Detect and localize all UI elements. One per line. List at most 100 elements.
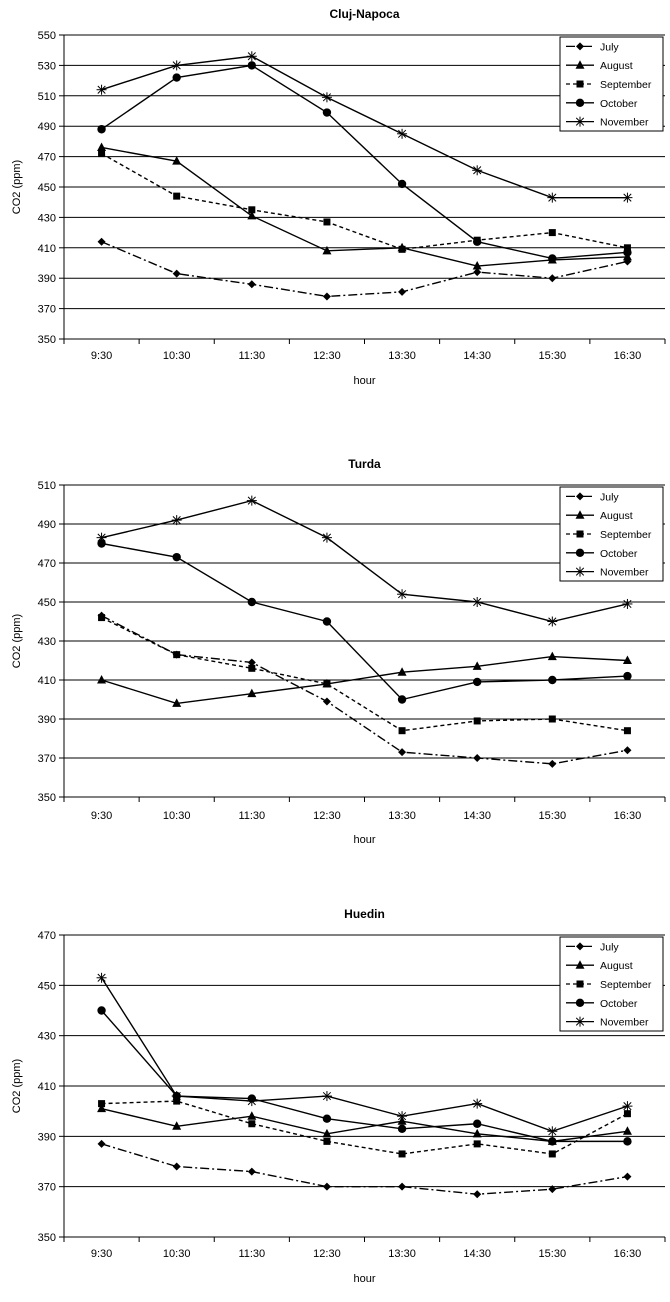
data-point-july — [172, 1162, 181, 1171]
data-point-july — [322, 1182, 331, 1191]
data-point-august — [397, 667, 407, 676]
x-tick-label: 10:30 — [163, 810, 191, 822]
series-line-july — [101, 615, 628, 765]
data-point-july — [548, 759, 557, 768]
data-point-november — [397, 589, 408, 600]
x-tick-label: 12:30 — [313, 350, 341, 362]
y-tick-label: 410 — [38, 243, 56, 255]
data-point-august — [97, 675, 107, 684]
data-point-august — [472, 261, 482, 270]
data-point-september — [473, 1140, 481, 1148]
y-tick-label: 350 — [38, 334, 56, 346]
y-tick-label: 390 — [38, 1131, 56, 1143]
y-tick-label: 350 — [38, 1232, 56, 1244]
data-point-september — [323, 218, 331, 226]
data-point-august — [172, 1121, 182, 1130]
data-point-july — [322, 697, 331, 706]
data-point-october — [322, 1114, 332, 1123]
y-tick-label: 370 — [38, 753, 56, 765]
data-point-october — [623, 1137, 632, 1146]
data-point-october — [172, 73, 181, 82]
x-tick-label: 14:30 — [463, 1248, 491, 1260]
data-point-august — [622, 1126, 632, 1135]
legend-marker-september — [576, 530, 584, 538]
series-line-september — [101, 152, 628, 251]
data-point-july — [172, 269, 181, 278]
y-tick-label: 430 — [38, 636, 56, 648]
series-august — [97, 142, 632, 270]
legend-marker-november — [575, 566, 585, 577]
legend-marker-july — [576, 942, 584, 951]
series-november — [96, 495, 633, 627]
legend-marker-november — [575, 116, 585, 127]
legend-item-september: September — [566, 529, 652, 541]
data-point-september — [173, 192, 181, 200]
data-point-november — [397, 128, 408, 139]
x-axis-label: hour — [353, 1273, 375, 1285]
legend-label: October — [600, 98, 638, 110]
legend-marker-october — [575, 998, 585, 1007]
data-point-november — [547, 616, 558, 627]
y-tick-label: 510 — [38, 480, 56, 492]
data-point-october — [397, 1124, 407, 1133]
y-axis-label: CO2 (ppm) — [11, 614, 23, 668]
legend-item-september: September — [566, 979, 652, 991]
data-point-august — [247, 210, 257, 220]
data-point-october — [623, 671, 632, 681]
data-point-september — [248, 206, 256, 214]
data-point-november — [321, 532, 332, 543]
legend-label: November — [600, 117, 649, 129]
data-point-july — [623, 1172, 632, 1181]
data-point-october — [472, 237, 482, 246]
y-tick-label: 530 — [38, 60, 56, 72]
legend-marker-september — [576, 980, 584, 988]
series-line-october — [101, 542, 628, 701]
data-point-september — [248, 1120, 256, 1128]
legend-label: September — [600, 79, 652, 91]
legend-item-july: July — [566, 941, 619, 953]
series-october — [97, 61, 632, 263]
legend-label: September — [600, 979, 652, 991]
chart-title: Huedin — [344, 907, 385, 921]
y-tick-label: 450 — [38, 980, 56, 992]
legend-label: October — [600, 548, 638, 560]
data-point-july — [398, 287, 407, 296]
y-axis-label: CO2 (ppm) — [11, 1059, 23, 1113]
data-point-september — [548, 1150, 556, 1158]
data-point-november — [246, 495, 257, 506]
data-point-july — [473, 268, 482, 277]
legend-marker-november — [575, 1016, 585, 1027]
series-september — [98, 150, 631, 253]
data-point-august — [247, 1111, 257, 1120]
y-tick-label: 510 — [38, 91, 56, 103]
data-point-september — [398, 245, 406, 253]
data-point-october — [322, 617, 332, 626]
data-point-august — [322, 245, 332, 255]
data-point-november — [472, 165, 483, 176]
x-tick-label: 14:30 — [463, 350, 491, 362]
data-point-october — [247, 597, 257, 607]
data-point-november — [547, 1126, 558, 1137]
x-tick-label: 16:30 — [614, 350, 642, 362]
x-tick-label: 11:30 — [238, 1248, 265, 1260]
y-tick-label: 470 — [38, 152, 56, 164]
series-line-september — [101, 616, 628, 732]
series-line-november — [101, 55, 628, 199]
data-point-november — [246, 51, 257, 62]
data-point-september — [323, 680, 331, 688]
x-tick-label: 10:30 — [163, 1248, 191, 1260]
data-point-september — [548, 229, 556, 237]
data-point-august — [472, 661, 482, 670]
data-point-july — [247, 1167, 256, 1176]
data-point-september — [98, 1100, 106, 1108]
legend-label: July — [600, 941, 619, 953]
data-point-october — [472, 677, 482, 687]
legend-item-november: November — [566, 1017, 649, 1029]
x-tick-label: 13:30 — [388, 810, 416, 822]
series-line-november — [100, 977, 628, 1133]
data-point-september — [548, 715, 556, 723]
data-point-september — [173, 651, 181, 659]
series-july — [97, 1139, 632, 1199]
data-point-september — [623, 727, 631, 735]
